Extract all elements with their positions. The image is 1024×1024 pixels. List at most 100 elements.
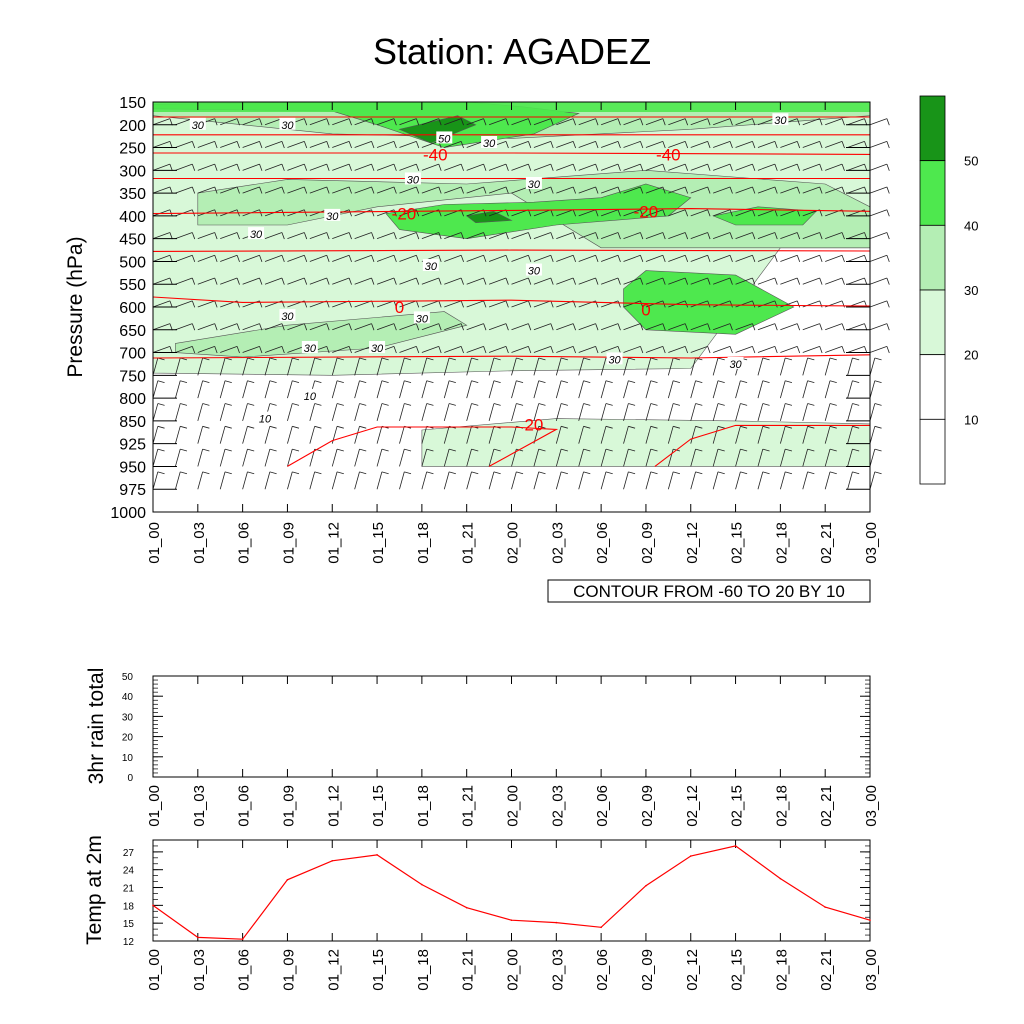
wind-barb-flag bbox=[707, 118, 711, 126]
wind-barb-flag bbox=[628, 357, 636, 361]
wind-barb-flag bbox=[483, 164, 487, 171]
wind-barb bbox=[287, 380, 293, 399]
wind-barb-flag bbox=[807, 425, 815, 429]
wind-barb-flag bbox=[886, 346, 890, 354]
time-tick-label: 01_00 bbox=[146, 949, 163, 991]
wind-barb-flag bbox=[695, 380, 703, 384]
wind-barb bbox=[824, 357, 831, 376]
wind-barb-flag bbox=[874, 425, 882, 429]
wind-barb bbox=[399, 254, 417, 262]
wind-barb-flag bbox=[640, 277, 644, 285]
wind-barb-flag bbox=[561, 403, 568, 406]
wind-barb-flag bbox=[572, 141, 577, 149]
time-tick-label: 01_09 bbox=[280, 522, 297, 564]
wind-barb bbox=[712, 357, 719, 376]
wind-barb-flag bbox=[214, 232, 218, 240]
contour-label-bg bbox=[369, 341, 386, 353]
time-tick-label: 02_06 bbox=[594, 949, 611, 991]
wind-barb-flag bbox=[717, 380, 725, 384]
wind-barb bbox=[623, 300, 641, 308]
temperature-tick-label: 27 bbox=[123, 848, 135, 859]
wind-barb-flag bbox=[650, 403, 658, 406]
time-tick-label: 01_21 bbox=[460, 522, 477, 564]
wind-barb-flag bbox=[493, 380, 501, 384]
wind-barb bbox=[309, 357, 316, 376]
cross-section-panel: 30 30 50 30 30 30 30 30 30 30 30 30 30 30 30 30 30 10 10 -4… bbox=[64, 95, 890, 603]
wind-barb bbox=[242, 163, 260, 171]
wind-barb-flag bbox=[640, 323, 644, 331]
wind-barb-flag bbox=[371, 118, 375, 126]
wind-barb bbox=[264, 471, 271, 490]
chart-title: Station: AGADEZ bbox=[373, 31, 651, 72]
wind-barb bbox=[600, 380, 607, 399]
wind-barb bbox=[802, 471, 808, 490]
wind-barb-flag bbox=[438, 118, 442, 126]
wind-barb bbox=[847, 380, 853, 399]
wind-barb-flag bbox=[505, 186, 509, 194]
wind-barb bbox=[287, 232, 305, 240]
wind-barb-flag bbox=[493, 448, 501, 452]
wind-barb-flag bbox=[650, 425, 658, 429]
wind-barb bbox=[488, 186, 507, 194]
wind-barb bbox=[287, 186, 305, 194]
wind-barb bbox=[779, 380, 786, 399]
wind-barb-flag bbox=[259, 186, 263, 194]
wind-barb bbox=[197, 254, 215, 262]
wind-barb bbox=[466, 277, 484, 285]
wind-barb-flag bbox=[224, 380, 232, 384]
wind-barb-flag bbox=[819, 141, 823, 149]
wind-barb bbox=[511, 426, 517, 444]
wind-barb bbox=[713, 118, 731, 126]
wind-barb bbox=[645, 209, 663, 217]
wind-barb-flag bbox=[348, 141, 352, 149]
wind-barb-flag bbox=[483, 186, 487, 194]
wind-barb-flag bbox=[886, 323, 890, 331]
wind-barb-flag bbox=[292, 403, 300, 406]
wind-barb bbox=[533, 471, 540, 490]
rain-tick-label: 10 bbox=[122, 753, 134, 764]
wind-barb bbox=[556, 163, 574, 171]
wind-barb bbox=[824, 448, 831, 467]
wind-barb-flag bbox=[617, 323, 621, 331]
wind-barb bbox=[331, 380, 338, 399]
wind-barb bbox=[802, 141, 820, 148]
wind-barb-flag bbox=[684, 164, 689, 171]
wind-barb bbox=[623, 471, 629, 490]
wind-barb bbox=[623, 209, 641, 217]
rain-tick-label: 20 bbox=[122, 733, 134, 744]
wind-barb-flag bbox=[572, 232, 577, 240]
wind-barb-flag bbox=[605, 471, 613, 475]
wind-barb-flag bbox=[662, 255, 666, 262]
wind-barb-flag bbox=[752, 141, 756, 149]
wind-speed-label: 30 bbox=[416, 313, 429, 325]
wind-barb-flag bbox=[336, 403, 344, 406]
wind-barb bbox=[869, 277, 888, 285]
wind-barb bbox=[690, 357, 696, 376]
wind-barb-flag bbox=[796, 232, 801, 240]
wind-speed-label: 30 bbox=[608, 354, 621, 366]
time-tick-label: 01_18 bbox=[415, 522, 432, 564]
wind-barb-flag bbox=[359, 403, 367, 406]
wind-barb-flag bbox=[348, 118, 352, 126]
wind-barb bbox=[757, 471, 764, 490]
wind-barb-flag bbox=[550, 255, 554, 262]
wind-barb-flag bbox=[707, 232, 711, 240]
wind-barb bbox=[511, 118, 529, 126]
wind-barb-flag bbox=[438, 164, 442, 171]
wind-barb-flag bbox=[281, 255, 285, 262]
wind-barb bbox=[219, 380, 226, 399]
wind-barb bbox=[712, 471, 719, 490]
wind-barb-flag bbox=[538, 471, 546, 475]
wind-barb bbox=[287, 426, 293, 444]
wind-barb-flag bbox=[572, 118, 577, 126]
wind-barb-flag bbox=[796, 186, 801, 194]
pressure-tick-label: 800 bbox=[119, 391, 146, 408]
wind-barb-flag bbox=[326, 164, 330, 171]
wind-barb-flag bbox=[752, 300, 756, 308]
wind-barb bbox=[443, 357, 450, 376]
wind-barb-flag bbox=[438, 186, 442, 194]
wind-barb-flag bbox=[561, 471, 568, 475]
wind-barb bbox=[488, 323, 507, 331]
wind-barb bbox=[175, 380, 181, 399]
wind-barb-flag bbox=[595, 164, 599, 171]
